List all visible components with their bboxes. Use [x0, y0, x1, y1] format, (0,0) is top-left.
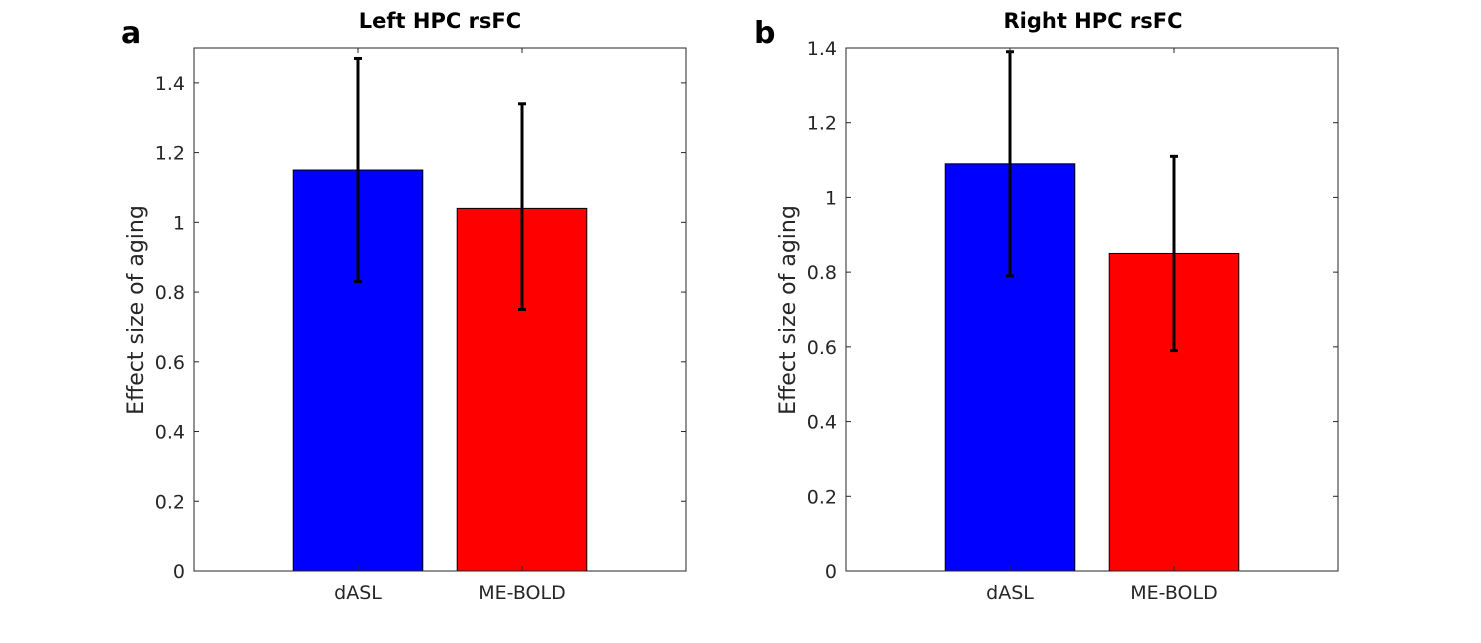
panel-b-y-tick-label: 0.6: [807, 337, 837, 359]
panel-a-error-bar-me-bold: [518, 102, 526, 311]
panel-b-plot-area: 0 0.2 0.4 0.6 0.8 1 1.2 1.4 dASL ME-BOLD: [807, 38, 1339, 604]
panel-a-error-bar-dasl: [354, 56, 362, 284]
panel-b-letter: b: [754, 16, 775, 51]
panel-a: a Left HPC rsFC Effect size of aging 0 0.…: [121, 9, 687, 604]
panel-a-axes-box: [193, 47, 687, 572]
panel-a-plot-area: 0 0.2 0.4 0.6 0.8 1 1.2 1.4 dASL ME-BOLD: [155, 47, 687, 604]
panel-b-y-tick-label: 1: [825, 187, 837, 209]
panel-a-y-tick-label: 0.6: [155, 352, 185, 374]
panel-a-y-tick-label: 0.4: [155, 422, 185, 444]
panel-b-axes-background: [846, 48, 1338, 571]
panel-a-y-tick-label: 0.2: [155, 491, 185, 513]
panel-b-x-tick-label-dasl: dASL: [986, 582, 1034, 604]
panel-a-y-tick-label: 1.2: [155, 143, 185, 165]
panel-a-x-tick-label-me-bold: ME-BOLD: [478, 582, 565, 604]
panel-b: b Right HPC rsFC Effect size of aging 00…: [754, 9, 1339, 604]
panel-b-title: Right HPC rsFC: [1003, 9, 1182, 33]
panel-b-y-tick-label: 0.4: [807, 412, 837, 434]
panel-a-y-axis-label: Effect size of aging: [124, 205, 149, 415]
panel-b-y-tick-label: 1.4: [807, 38, 837, 60]
panel-a-letter: a: [121, 16, 141, 51]
panel-a-y-tick-label: 0.8: [155, 282, 185, 304]
panel-b-y-tick-label: 0: [825, 561, 837, 583]
panel-b-y-tick-label: 0.8: [807, 262, 837, 284]
panel-a-x-tick-label-dasl: dASL: [334, 582, 382, 604]
panel-b-x-tick-label-me-bold: ME-BOLD: [1130, 582, 1217, 604]
panel-a-axes-background: [194, 48, 686, 571]
panel-b-y-axis-label: Effect size of aging: [776, 205, 801, 415]
panel-b-error-bar-me-bold: [1170, 154, 1178, 353]
panel-a-y-tick-label: 1: [173, 212, 185, 234]
panel-a-y-tick-label: 1.4: [155, 73, 185, 95]
panel-b-axes-box: [845, 47, 1339, 572]
panel-a-title: Left HPC rsFC: [359, 9, 521, 33]
panel-b-y-tick-label: 1.2: [807, 113, 837, 135]
panel-b-y-tick-label: 0.2: [807, 486, 837, 508]
panel-a-y-tick-label: 0: [173, 561, 185, 583]
